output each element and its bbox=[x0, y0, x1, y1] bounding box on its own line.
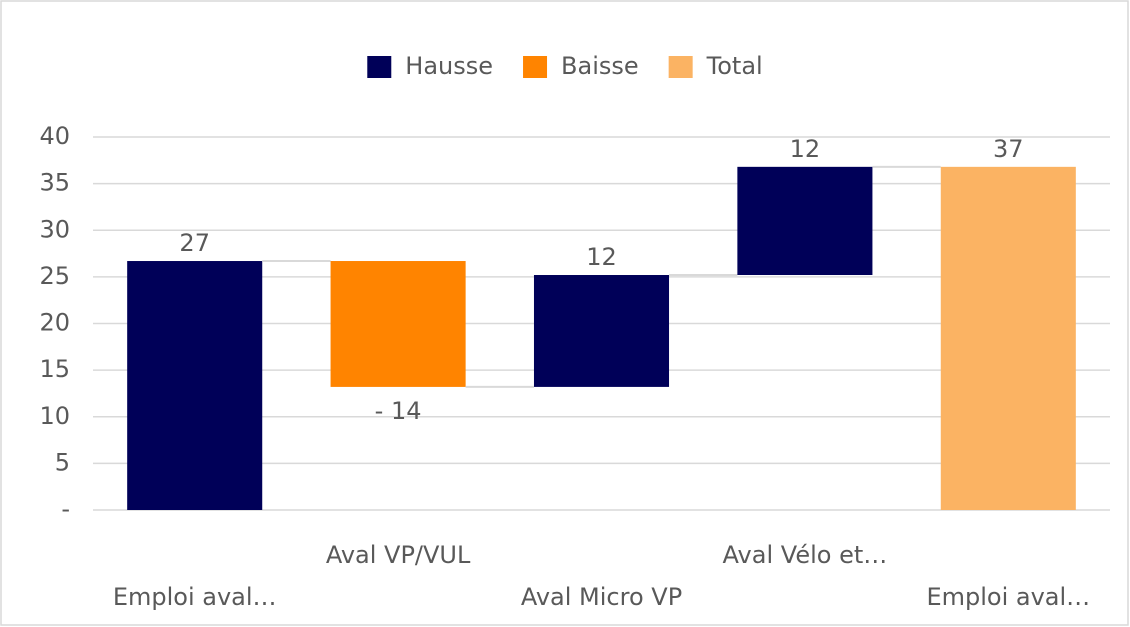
value-label: 12 bbox=[586, 243, 617, 271]
x-tick-label: Aval Micro VP bbox=[521, 583, 682, 611]
legend-swatch bbox=[367, 56, 392, 78]
y-tick-label: 30 bbox=[39, 215, 70, 243]
x-tick-label: Emploi aval… bbox=[926, 583, 1090, 611]
y-tick-label: - bbox=[61, 495, 70, 523]
legend-label: Total bbox=[706, 52, 763, 80]
y-tick-label: 20 bbox=[39, 309, 70, 337]
legend-label: Baisse bbox=[561, 52, 639, 80]
legend-swatch bbox=[668, 56, 693, 78]
y-tick-label: 35 bbox=[39, 169, 70, 197]
bar bbox=[737, 166, 873, 276]
value-label: 12 bbox=[790, 135, 821, 163]
y-tick-label: 25 bbox=[39, 262, 70, 290]
y-tick-label: 10 bbox=[39, 402, 70, 430]
legend-label: Hausse bbox=[405, 52, 493, 80]
bar bbox=[330, 261, 466, 387]
y-tick-label: 5 bbox=[55, 448, 70, 476]
legend-swatch bbox=[523, 56, 548, 78]
x-tick-label: Aval Vélo et… bbox=[723, 541, 888, 569]
bar bbox=[940, 166, 1076, 510]
value-label: 27 bbox=[179, 229, 210, 257]
bar bbox=[127, 261, 263, 510]
y-tick-label: 40 bbox=[39, 122, 70, 150]
y-tick-label: 15 bbox=[39, 355, 70, 383]
value-label: 37 bbox=[993, 135, 1024, 163]
value-label: - 14 bbox=[375, 397, 422, 425]
bar bbox=[533, 275, 670, 387]
x-tick-label: Emploi aval… bbox=[113, 583, 277, 611]
x-tick-label: Aval VP/VUL bbox=[326, 541, 471, 569]
